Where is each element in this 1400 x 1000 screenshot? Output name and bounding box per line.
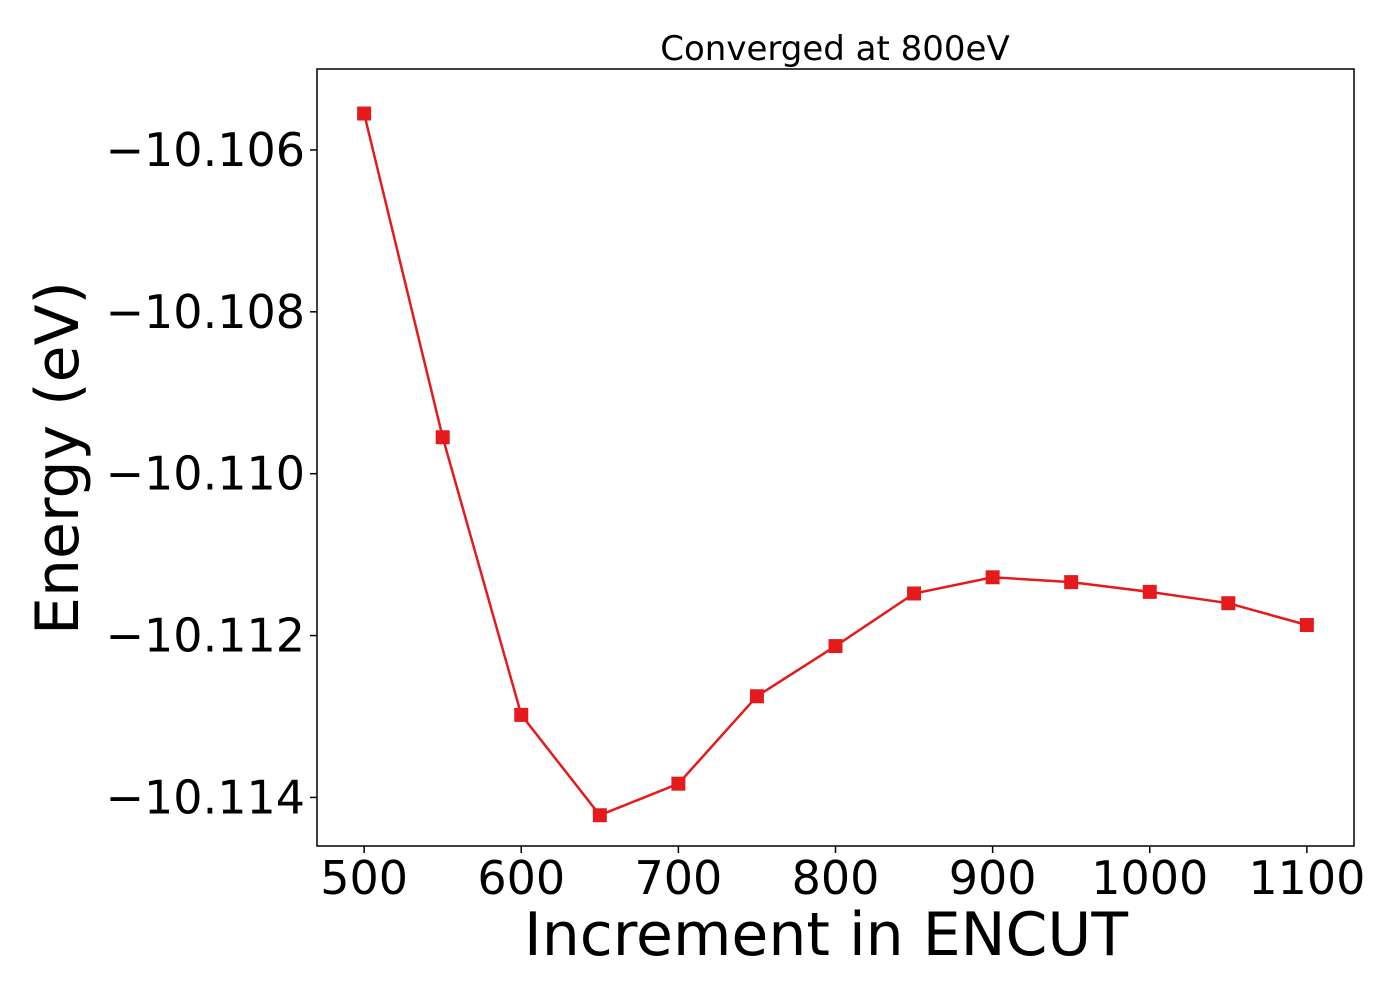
x-tick-label: 1000 [1091, 851, 1208, 905]
y-tick-label: −10.114 [106, 770, 306, 824]
data-point [435, 430, 450, 445]
x-tick-label: 700 [634, 851, 722, 905]
y-tick-label: −10.108 [106, 285, 306, 339]
x-tick-label: 900 [949, 851, 1037, 905]
data-point [357, 106, 372, 121]
chart-title: Converged at 800eV [660, 29, 1009, 69]
data-point [1064, 575, 1079, 590]
data-point [1142, 584, 1157, 599]
data-point [592, 808, 607, 823]
x-tick-label: 600 [477, 851, 565, 905]
x-axis: 500 600 700 800 900 1000 1100 [320, 846, 1365, 905]
data-point [671, 776, 686, 791]
data-point [1221, 596, 1236, 611]
data-point [514, 707, 529, 722]
y-tick-label: −10.110 [106, 447, 306, 501]
series-layer [357, 106, 1314, 823]
data-point [985, 570, 1000, 585]
x-tick-label: 1100 [1248, 851, 1365, 905]
y-tick-label: −10.106 [106, 123, 306, 177]
y-tick-label: −10.112 [106, 609, 306, 663]
data-point [1299, 618, 1314, 633]
y-axis: −10.106 −10.108 −10.110 −10.112 −10.114 [106, 123, 317, 824]
x-tick-label: 800 [792, 851, 880, 905]
data-point [749, 689, 764, 704]
data-point [828, 639, 843, 654]
x-tick-label: 500 [320, 851, 408, 905]
y-axis-title: Energy (eV) [23, 281, 93, 635]
data-point [907, 586, 922, 601]
x-axis-title: Increment in ENCUT [524, 900, 1128, 970]
plot-area [317, 69, 1354, 846]
